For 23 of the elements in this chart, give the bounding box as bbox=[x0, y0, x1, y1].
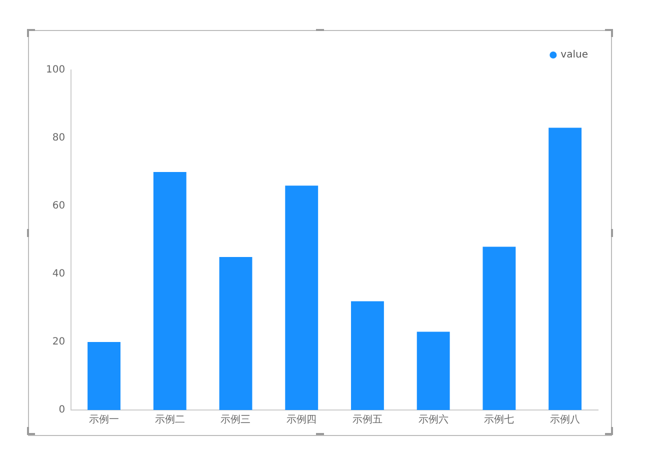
x-tick-label: 示例七 bbox=[484, 414, 514, 426]
x-tick-label: 示例八 bbox=[550, 414, 580, 426]
bar bbox=[153, 172, 186, 410]
x-tick-label: 示例四 bbox=[286, 414, 317, 426]
x-tick-label: 示例三 bbox=[220, 414, 251, 426]
bar bbox=[416, 332, 450, 410]
bar bbox=[285, 186, 318, 410]
y-tick-label: 60 bbox=[52, 200, 66, 212]
x-tick-label: 示例二 bbox=[154, 414, 185, 426]
bar bbox=[219, 257, 252, 410]
y-tick-label: 40 bbox=[52, 268, 66, 280]
y-tick-label: 0 bbox=[58, 404, 66, 416]
legend-label: value bbox=[560, 50, 588, 61]
bar bbox=[88, 342, 120, 410]
y-tick-label: 80 bbox=[52, 132, 66, 144]
bar bbox=[548, 128, 582, 410]
y-tick-label: 20 bbox=[52, 336, 66, 348]
bar bbox=[482, 246, 516, 410]
bar bbox=[351, 301, 384, 410]
x-tick-label: 示例一 bbox=[89, 414, 120, 426]
x-tick-label: 示例六 bbox=[418, 414, 448, 426]
x-tick-label: 示例五 bbox=[352, 414, 382, 426]
y-tick-label: 100 bbox=[46, 64, 66, 76]
